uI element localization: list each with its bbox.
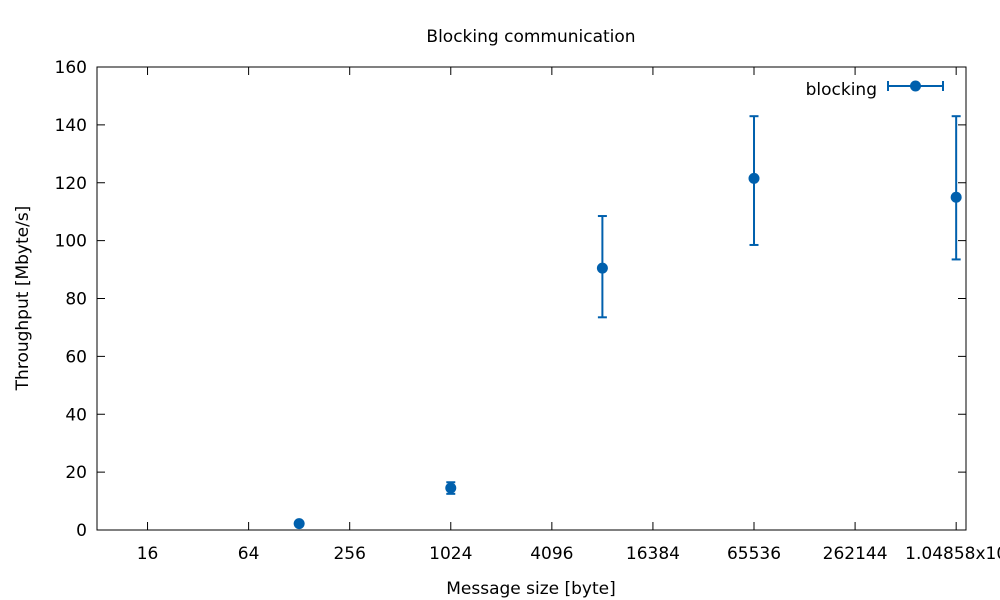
series-layer <box>293 115 962 530</box>
x-tick-label: 64 <box>238 544 260 564</box>
x-tick-label: 4096 <box>530 544 573 564</box>
data-point <box>748 172 760 184</box>
y-tick-label: 0 <box>76 521 87 541</box>
x-tick-label: 16384 <box>626 544 680 564</box>
x-axis-label: Message size [byte] <box>446 579 616 599</box>
y-tick-label: 120 <box>55 174 87 194</box>
x-tick-label: 1024 <box>429 544 472 564</box>
y-tick-label: 20 <box>65 463 87 483</box>
data-point <box>445 482 457 494</box>
x-tick-label: 1.04858x10 <box>905 544 1000 564</box>
chart-title: Blocking communication <box>426 27 635 47</box>
x-axis-ticks: 16 64 256 1024 4096 16384 65536 262144 1.04858x1… <box>137 67 1000 564</box>
y-tick-label: 140 <box>55 116 87 136</box>
x-tick-label: 16 <box>137 544 159 564</box>
legend: blocking <box>806 80 944 100</box>
y-tick-label: 40 <box>65 405 87 425</box>
y-tick-label: 160 <box>55 58 87 78</box>
y-axis-label: Throughput [Mbyte/s] <box>13 206 33 392</box>
plot-frame <box>96 66 967 531</box>
y-tick-label: 60 <box>65 347 87 367</box>
y-tick-label: 100 <box>55 232 87 252</box>
x-tick-label: 262144 <box>823 544 888 564</box>
y-tick-label: 80 <box>65 290 87 310</box>
y-axis-ticks: 0 20 40 60 80 100 120 140 160 <box>55 58 966 541</box>
x-tick-label: 256 <box>333 544 365 564</box>
data-point <box>596 262 608 274</box>
legend-label-blocking: blocking <box>806 80 877 100</box>
x-tick-label: 65536 <box>727 544 781 564</box>
data-point <box>293 518 305 530</box>
legend-marker <box>910 80 921 92</box>
data-point <box>950 191 962 203</box>
